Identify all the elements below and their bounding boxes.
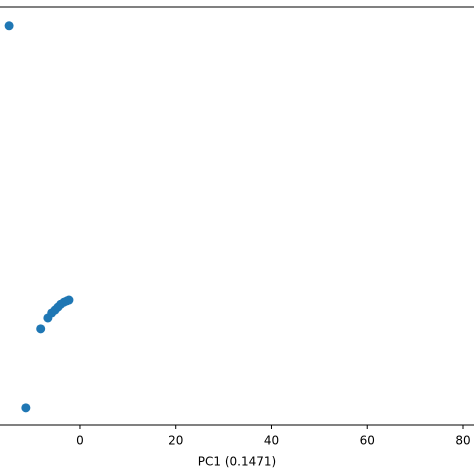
point — [36, 324, 46, 334]
point — [4, 21, 14, 31]
x-tick-label: 20 — [168, 434, 183, 448]
x-tick-label: 80 — [455, 434, 470, 448]
point — [64, 295, 74, 305]
x-tick-label: 60 — [360, 434, 375, 448]
x-tick-label: 0 — [76, 434, 84, 448]
x-tick-label: 40 — [264, 434, 279, 448]
point — [21, 403, 31, 413]
x-axis-label: PC1 (0.1471) — [198, 455, 276, 469]
